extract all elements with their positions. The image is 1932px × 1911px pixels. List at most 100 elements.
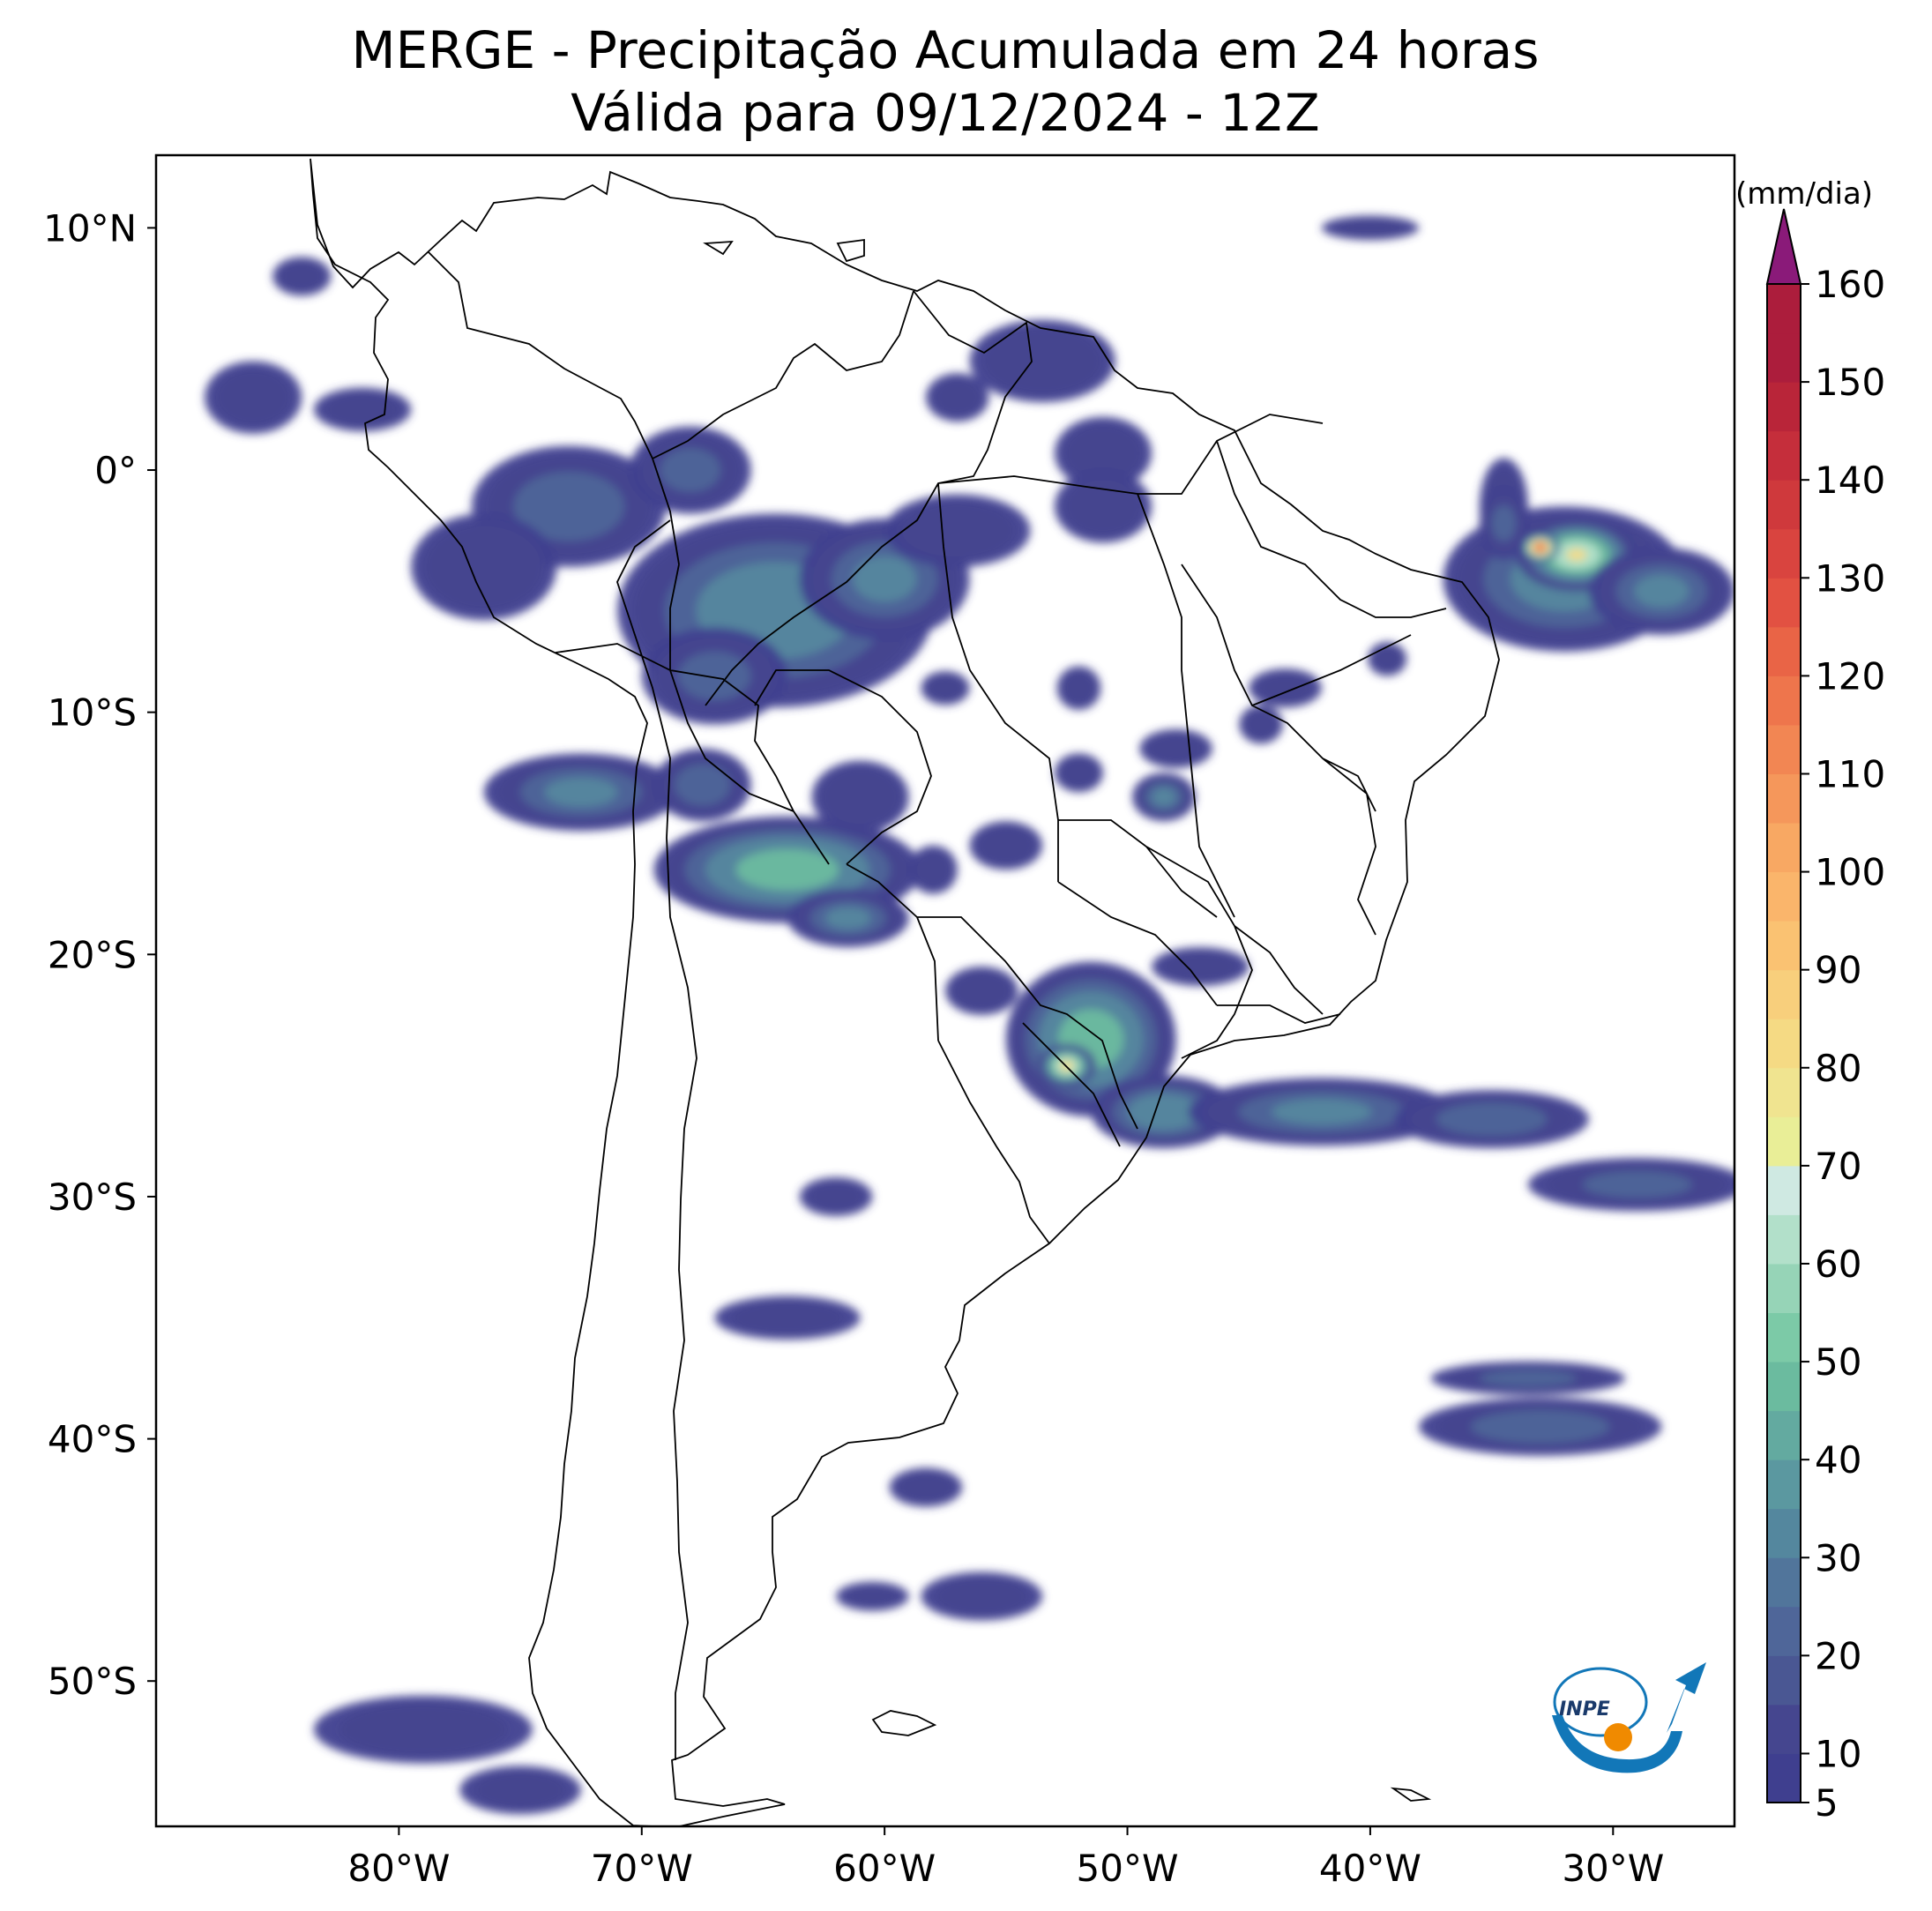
precip-cell: [853, 556, 917, 602]
coastlines-and-borders: [310, 158, 1500, 1826]
precip-cell: [809, 1182, 864, 1212]
colorbar-tick-label: 60: [1815, 1243, 1861, 1286]
map-title-line1: MERGE - Precipitação Acumulada em 24 hor…: [351, 20, 1540, 80]
precip-cell: [1063, 423, 1143, 482]
colorbar-segment: [1767, 578, 1801, 628]
lat-tick-label: 30°S: [48, 1176, 137, 1219]
colorbar-segment: [1767, 430, 1801, 481]
colorbar-tick-label: 70: [1815, 1145, 1861, 1188]
colorbar-segment: [1767, 382, 1801, 432]
precip-cell: [896, 1471, 956, 1504]
lon-tick-label: 70°W: [591, 1847, 693, 1890]
colorbar-segment: [1767, 1214, 1801, 1265]
precip-cell: [675, 764, 731, 806]
lat-tick-label: 40°S: [48, 1418, 137, 1461]
map-title-line2: Válida para 09/12/2024 - 12Z: [571, 83, 1320, 143]
colorbar-segment: [1767, 1508, 1801, 1558]
logo-text: INPE: [1559, 1698, 1610, 1721]
colorbar-segment: [1767, 1019, 1801, 1069]
map-frame: [154, 153, 1736, 1828]
colorbar-segment: [1767, 823, 1801, 873]
lat-tick-label: 0°: [94, 449, 137, 492]
colorbar-segment: [1767, 1655, 1801, 1706]
lon-tick-label: 40°W: [1319, 1847, 1421, 1890]
lon-tick-label: 30°W: [1562, 1847, 1664, 1890]
precip-cell: [735, 848, 839, 891]
precip-cell: [1162, 952, 1238, 982]
lat-tick-label: 20°S: [48, 933, 137, 976]
colorbar: 5 10 20 30 40 50 60 70 80 90 100 110 120 130 140 150 160: [1765, 208, 1885, 1825]
lat-tick-label: 50°S: [48, 1660, 137, 1703]
colorbar-tick-label: 80: [1815, 1047, 1861, 1090]
precip-cell: [1372, 646, 1403, 673]
colorbar-tick-label: 20: [1815, 1634, 1861, 1677]
colorbar-segment: [1767, 1459, 1801, 1510]
axis-ticks: 80°W 70°W 60°W 50°W 40°W 30°W 10°N 0° 10°S 20°S 30…: [43, 206, 1664, 1890]
colorbar-segment: [1767, 969, 1801, 1019]
colorbar-tick-label: 40: [1815, 1438, 1861, 1482]
precip-cell: [1566, 549, 1587, 562]
precip-cell: [474, 1772, 566, 1809]
precip-cell: [660, 448, 721, 492]
logo-arrow-icon: [1667, 1662, 1706, 1733]
precip-cell: [845, 1585, 900, 1608]
colorbar-segment: [1767, 626, 1801, 676]
caribbean-islands: [703, 238, 865, 263]
precip-cell: [731, 1301, 844, 1335]
colorbar-tick-label: 140: [1815, 459, 1885, 502]
colorbar-tick-label: 50: [1815, 1340, 1861, 1384]
logo-swoosh-icon: [1552, 1715, 1682, 1773]
colorbar-unit-label: (mm/dia): [1735, 176, 1873, 212]
precip-cell: [1062, 671, 1096, 705]
precip-cell: [1536, 543, 1544, 551]
precip-cell: [976, 825, 1035, 865]
precip-cell: [1582, 1171, 1692, 1198]
colorbar-segment: [1767, 1165, 1801, 1215]
logo-dot-icon: [1604, 1723, 1632, 1751]
colorbar-segment: [1767, 1410, 1801, 1460]
precip-cell: [1272, 1099, 1372, 1125]
precip-cell: [933, 379, 981, 416]
precip-cell: [544, 777, 618, 807]
precip-cell: [1479, 1370, 1577, 1387]
lat-tick-label: 10°N: [43, 206, 137, 250]
colorbar-segment: [1767, 724, 1801, 774]
colorbar-segment: [1767, 1263, 1801, 1314]
colorbar-segment: [1767, 1067, 1801, 1117]
colorbar-segment: [1767, 332, 1801, 383]
precip-cell: [820, 766, 900, 827]
colorbar-tick-label: 100: [1815, 851, 1885, 894]
colorbar-segment: [1767, 1704, 1801, 1754]
south-georgia: [1390, 1787, 1432, 1802]
precip-cell: [1634, 574, 1690, 608]
colorbar-segment: [1767, 1753, 1801, 1803]
logo-orbit-icon: [1553, 1667, 1648, 1737]
colorbar-segment: [1767, 480, 1801, 530]
colorbar-tick-label: 30: [1815, 1536, 1861, 1579]
precip-cell: [1333, 219, 1407, 237]
precip-cell: [1257, 673, 1313, 703]
lon-tick-label: 80°W: [347, 1847, 450, 1890]
precip-cell: [899, 501, 1016, 560]
colorbar-segment: [1767, 921, 1801, 971]
colorbar-segment: [1767, 1557, 1801, 1608]
precip-cell: [1059, 757, 1099, 788]
precip-cell: [1491, 504, 1517, 542]
precip-cell: [952, 971, 1011, 1011]
precip-cell: [1146, 733, 1205, 765]
country-borders: [428, 251, 1447, 1760]
colorbar-tick-label: 110: [1815, 752, 1885, 795]
colorbar-tick-label: 160: [1815, 263, 1885, 306]
colorbar-tick-label: 120: [1815, 654, 1885, 698]
colorbar-tick-label: 130: [1815, 556, 1885, 600]
precip-cell: [825, 907, 871, 929]
precip-cell: [339, 1703, 508, 1756]
colorbar-segment: [1767, 676, 1801, 726]
precip-cell: [982, 327, 1103, 395]
lat-tick-label: 10°S: [48, 691, 137, 735]
precip-cell: [1471, 1410, 1610, 1444]
precip-cell: [1127, 1094, 1201, 1131]
colorbar-tick-label: 10: [1815, 1732, 1861, 1775]
colorbar-segment: [1767, 1606, 1801, 1656]
